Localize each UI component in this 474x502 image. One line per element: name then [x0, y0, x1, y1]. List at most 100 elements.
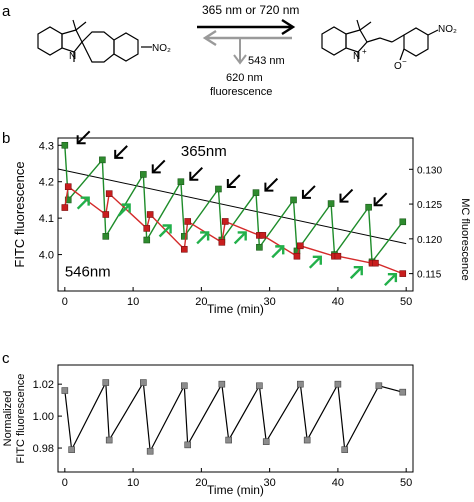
c-xtick-label: 50 — [400, 477, 412, 489]
c-point — [105, 436, 113, 444]
b-black-arrow-shaft — [152, 159, 166, 174]
b-xtick-label: 40 — [332, 296, 344, 308]
chart-b: 0 10 20 30 40 50 4.0 4.1 4.2 4.3 0.115 0.120 0.125 0.… — [12, 130, 471, 316]
c-ytick-label: 1.02 — [33, 379, 54, 391]
b-red-point — [143, 225, 151, 232]
b-green-arrow-head — [80, 196, 90, 206]
b-green-point — [102, 233, 110, 240]
panel-a: a N NO₂ 365 nm or 720 nm 543 nm 620 nm f… — [2, 3, 457, 98]
b-red-point — [297, 242, 304, 250]
fluorescence-label: fluorescence — [210, 86, 272, 98]
b-black-arrow-shaft — [227, 174, 241, 188]
b-black-arrow — [339, 188, 354, 203]
reverse-arrow-label: 543 nm — [248, 55, 285, 67]
b-black-arrow-head — [76, 135, 86, 145]
panel-b-label: b — [2, 130, 10, 147]
b-black-arrow — [301, 185, 316, 199]
b-ytick-right-label: 0.115 — [417, 270, 442, 281]
b-black-arrow-head — [189, 171, 199, 181]
b-annotation-546nm: 546nm — [65, 263, 111, 280]
b-green-point — [290, 196, 297, 204]
b-green-arrow — [158, 224, 172, 238]
c-ytick-label: 0.98 — [33, 443, 54, 455]
b-red-point — [180, 245, 188, 253]
b-red-point — [259, 232, 267, 239]
forward-arrow-label: 365 nm or 720 nm — [202, 3, 299, 17]
b-green-point — [327, 200, 335, 207]
b-xtick-label: 20 — [195, 296, 207, 308]
b-ylabel-left: FITC fluorescence — [12, 161, 27, 267]
b-black-arrow-shaft — [76, 130, 91, 144]
b-green-line — [64, 145, 404, 264]
b-green-arrow-shaft — [271, 245, 285, 259]
b-red-point — [184, 218, 192, 225]
b-ytick-left-label: 4.2 — [39, 177, 54, 189]
b-xtick-label: 50 — [400, 296, 412, 308]
c-point — [341, 446, 349, 453]
b-green-arrow-shaft — [233, 231, 247, 245]
c-point — [140, 379, 147, 386]
c-point — [262, 438, 270, 445]
b-ylabel-right: MC fluorescence — [459, 198, 471, 281]
b-black-arrow — [264, 177, 279, 192]
c-point — [102, 379, 110, 386]
b-green-point — [61, 141, 69, 149]
chart-b-frame — [57, 137, 414, 292]
c-xtick-label: 10 — [127, 477, 139, 489]
b-black-arrow-shaft — [302, 185, 316, 199]
c-point — [375, 382, 383, 390]
b-black-arrow-shaft — [264, 177, 279, 192]
b-annotation-365nm: 365nm — [181, 143, 227, 160]
b-red-point — [105, 190, 113, 197]
b-green-arrow — [233, 231, 247, 245]
b-green-arrow — [271, 245, 285, 259]
panel-a-label: a — [2, 3, 11, 20]
b-red-point — [334, 252, 342, 260]
left-molecule-nitrogen: N — [69, 51, 76, 62]
b-xtick-label: 0 — [62, 296, 68, 308]
b-xtick-label: 10 — [127, 296, 139, 308]
right-molecule-nitro: NO₂ — [438, 24, 457, 35]
b-green-arrow-head — [162, 224, 172, 234]
right-molecule-oxygen: O — [394, 61, 402, 72]
b-red-point — [372, 259, 379, 267]
fluorescence-wavelength: 620 nm — [226, 72, 263, 84]
c-point — [225, 436, 232, 444]
c-point — [184, 441, 192, 449]
b-ytick-right-label: 0.125 — [417, 200, 442, 211]
b-green-arrow-shaft — [349, 266, 363, 280]
b-green-arrow-head — [353, 266, 363, 276]
b-green-arrow — [196, 231, 210, 245]
c-point — [61, 387, 69, 394]
c-point — [218, 380, 226, 388]
b-green-point — [177, 178, 185, 186]
c-xtick-label: 40 — [332, 477, 344, 489]
b-black-arrow-head — [373, 197, 383, 207]
c-point — [334, 380, 342, 388]
fluorescence-arrowhead — [233, 54, 247, 65]
c-xtick-label: 20 — [195, 477, 207, 489]
b-green-arrow-shaft — [117, 203, 131, 217]
b-ytick-right-label: 0.120 — [417, 235, 442, 246]
b-green-point — [180, 233, 188, 240]
b-red-point — [293, 252, 301, 260]
chart-c-frame — [57, 364, 414, 473]
c-ylabel-line1: Normalized — [2, 391, 14, 447]
b-green-arrow — [308, 255, 322, 269]
b-red-point — [399, 270, 407, 277]
b-black-arrow — [189, 167, 204, 181]
b-black-arrow — [226, 174, 241, 188]
b-green-arrow-shaft — [384, 273, 397, 287]
b-ytick-left-label: 4.1 — [39, 213, 54, 225]
b-green-arrow-head — [121, 203, 131, 213]
c-xtick-label: 30 — [264, 477, 276, 489]
b-black-arrow-head — [226, 179, 236, 188]
b-green-arrow-shaft — [308, 255, 322, 269]
b-green-arrow-shaft — [76, 196, 90, 210]
c-ytick-label: 1.00 — [33, 411, 54, 423]
merocyanine-structure — [321, 19, 439, 62]
b-green-point — [140, 171, 147, 178]
b-red-point — [102, 211, 110, 218]
b-xtick-label: 30 — [264, 296, 276, 308]
spiropyran-structure — [37, 19, 152, 63]
